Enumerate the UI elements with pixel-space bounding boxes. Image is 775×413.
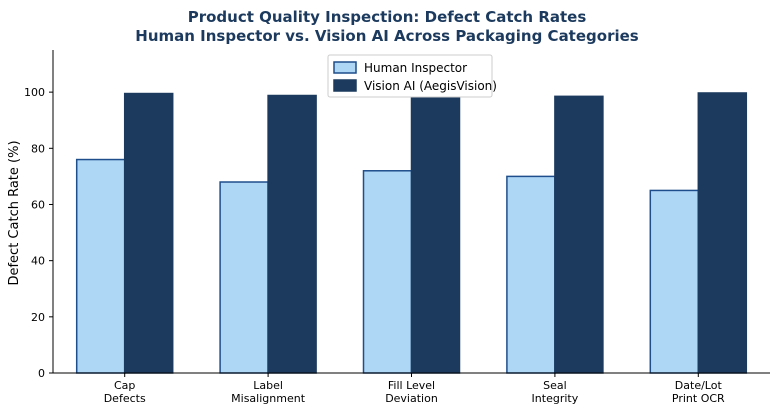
y-tick-label-40: 40 bbox=[31, 255, 45, 268]
legend-box bbox=[327, 54, 493, 98]
legend-label-vision-ai: Vision AI (AegisVision) bbox=[364, 79, 497, 93]
x-tick-label-line-1-0: Label bbox=[253, 379, 283, 392]
bar-human-0 bbox=[75, 158, 126, 374]
x-tick-label-line-4-0: Date/Lot bbox=[675, 379, 723, 392]
legend: Human Inspector Vision AI (AegisVision) bbox=[327, 54, 497, 98]
bar-vision-ai-0 bbox=[123, 92, 174, 374]
x-tick-label-line-3-0: Seal bbox=[543, 379, 567, 392]
chart-subtitle: Human Inspector vs. Vision AI Across Pac… bbox=[135, 27, 639, 45]
y-tick-label-0: 0 bbox=[38, 367, 45, 380]
bar-vision-ai-3 bbox=[554, 95, 604, 374]
x-tick-label-line-1-1: Misalignment bbox=[231, 392, 306, 405]
bar-human-2 bbox=[362, 170, 413, 374]
x-tick-label-0: Cap Defects bbox=[104, 379, 146, 405]
bar-vision-ai-4 bbox=[697, 92, 748, 374]
bar-human-3 bbox=[506, 175, 556, 374]
x-tick-label-2: Fill Level Deviation bbox=[385, 379, 438, 405]
x-tick-label-line-4-1: Print OCR bbox=[672, 392, 725, 405]
bar-vision-ai-2 bbox=[410, 93, 461, 374]
chart-title: Product Quality Inspection: Defect Catch… bbox=[188, 8, 587, 26]
x-tick-label-line-0-0: Cap bbox=[114, 379, 135, 392]
y-tick-label-20: 20 bbox=[31, 311, 45, 324]
bar-vision-ai-1 bbox=[267, 94, 317, 374]
bar-human-4 bbox=[649, 189, 700, 374]
y-tick-label-60: 60 bbox=[31, 198, 45, 211]
y-tick-label-100: 100 bbox=[24, 86, 45, 99]
x-tick-label-line-0-1: Defects bbox=[104, 392, 146, 405]
y-tick-label-80: 80 bbox=[31, 142, 45, 155]
legend-swatch-vision-ai bbox=[333, 79, 357, 92]
x-tick-label-4: Date/Lot Print OCR bbox=[672, 379, 725, 405]
legend-label-human: Human Inspector bbox=[364, 61, 467, 75]
x-tick-label-1: Label Misalignment bbox=[231, 379, 306, 405]
x-tick-label-line-2-1: Deviation bbox=[385, 392, 438, 405]
x-tick-label-line-3-1: Integrity bbox=[532, 392, 579, 405]
legend-swatch-human bbox=[333, 61, 357, 74]
y-axis-label: Defect Catch Rate (%) bbox=[7, 140, 22, 285]
bar-human-1 bbox=[219, 181, 269, 374]
x-tick-label-line-2-0: Fill Level bbox=[388, 379, 435, 392]
x-tick-label-3: Seal Integrity bbox=[532, 379, 579, 405]
plot-area: 0 20 40 60 80 100 Cap Defects Label Misalignment F… bbox=[24, 50, 770, 405]
